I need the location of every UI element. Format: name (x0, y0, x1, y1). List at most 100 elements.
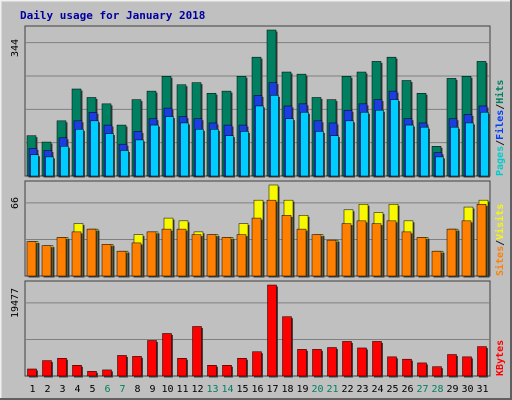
x-tick-label: 8 (134, 384, 140, 395)
sites-bar (296, 228, 307, 277)
kbytes-bar (192, 326, 202, 377)
kbytes-bar (267, 284, 277, 377)
kbytes-bar (42, 360, 52, 377)
kbytes-bar (387, 356, 397, 377)
x-tick-label: 24 (371, 384, 383, 395)
sites-bar (101, 244, 112, 277)
legend-kbytes: KBytes (495, 340, 506, 376)
kbytes-bar (222, 365, 232, 377)
kbytes-bar (87, 371, 97, 377)
pages-bar (165, 116, 174, 177)
legend-entry: Hits (494, 80, 506, 104)
x-tick-label: 4 (74, 384, 80, 395)
kbytes-bar (432, 366, 442, 377)
pages-bar (180, 122, 189, 177)
pages-bar (240, 131, 249, 177)
x-tick-label: 20 (311, 384, 323, 395)
pages-bar (390, 99, 399, 177)
pages-bar (435, 156, 444, 177)
x-tick-label: 2 (44, 384, 50, 395)
sites-bar (26, 241, 37, 277)
x-tick-label: 19 (296, 384, 308, 395)
x-tick-label: 6 (104, 384, 110, 395)
legend-hits: Pages/Files/Hits (494, 80, 506, 176)
legend-entry: / (495, 140, 506, 146)
x-tick-label: 11 (176, 384, 188, 395)
kbytes-bar (162, 333, 172, 377)
sites-bar (56, 237, 67, 277)
kbytes-bar (102, 369, 112, 377)
x-tick-label: 17 (266, 384, 278, 395)
x-tick-label: 23 (356, 384, 368, 395)
sites-bar (146, 231, 157, 277)
pages-bar (360, 112, 369, 177)
x-tick-label: 30 (461, 384, 473, 395)
x-tick-label: 12 (191, 384, 203, 395)
kbytes-bar (372, 341, 382, 377)
chart-title: Daily usage for January 2018 (20, 9, 205, 22)
kbytes-bar (147, 340, 157, 377)
sites-bar (311, 234, 322, 277)
x-tick-label: 28 (431, 384, 443, 395)
sites-bar (341, 223, 352, 277)
sites-bar (356, 220, 367, 277)
sites-bar (251, 217, 262, 277)
kbytes-bar (207, 365, 217, 377)
pages-bar (225, 135, 234, 177)
pages-bar (150, 124, 159, 177)
sites-bar (476, 204, 487, 277)
kbytes-bar (402, 358, 412, 377)
x-tick-label: 13 (206, 384, 218, 395)
x-tick-label: 10 (161, 384, 173, 395)
sites-bar (446, 228, 457, 277)
x-tick-label: 29 (446, 384, 458, 395)
pages-bar (135, 139, 144, 177)
x-tick-label: 9 (149, 384, 155, 395)
x-tick-label: 18 (281, 384, 293, 395)
y-max-label-kbytes: 19477 (10, 288, 21, 318)
x-tick-label: 15 (236, 384, 248, 395)
kbytes-bar (132, 356, 142, 377)
x-tick-label: 27 (416, 384, 428, 395)
pages-bar (120, 150, 129, 177)
pages-bar (90, 120, 99, 177)
x-tick-label: 7 (119, 384, 125, 395)
pages-bar (60, 146, 69, 177)
kbytes-bar (27, 368, 37, 377)
sites-bar (236, 234, 247, 277)
y-max-label-hits: 344 (10, 39, 21, 57)
kbytes-bar (57, 357, 67, 377)
sites-bar (116, 250, 127, 277)
kbytes-bar (447, 354, 457, 377)
kbytes-bar (417, 362, 427, 377)
kbytes-bar (342, 341, 352, 377)
sites-bar (131, 242, 142, 277)
sites-bar (371, 223, 382, 277)
kbytes-bar (477, 346, 487, 377)
kbytes-bar (312, 349, 322, 377)
sites-bar (221, 237, 232, 277)
pages-bar (450, 126, 459, 177)
kbytes-bar (117, 355, 127, 377)
x-tick-label: 1 (29, 384, 35, 395)
x-tick-label: 16 (251, 384, 263, 395)
x-tick-label: 21 (326, 384, 338, 395)
pages-bar (105, 133, 114, 177)
legend-entry: Files (494, 110, 506, 140)
kbytes-bar (357, 347, 367, 377)
legend-visits: Sites/Visits (494, 204, 506, 276)
kbytes-bar (282, 316, 292, 377)
sites-bar (281, 215, 292, 277)
legend-entry: / (495, 240, 506, 246)
sites-bar (41, 245, 52, 277)
sites-bar (386, 220, 397, 277)
sites-bar (266, 199, 277, 277)
x-tick-label: 14 (221, 384, 233, 395)
sites-bar (461, 220, 472, 277)
pages-bar (480, 112, 489, 177)
kbytes-bar (327, 347, 337, 377)
y-max-label-visits: 66 (10, 197, 21, 209)
pages-bar (345, 120, 354, 177)
pages-bar (75, 129, 84, 177)
